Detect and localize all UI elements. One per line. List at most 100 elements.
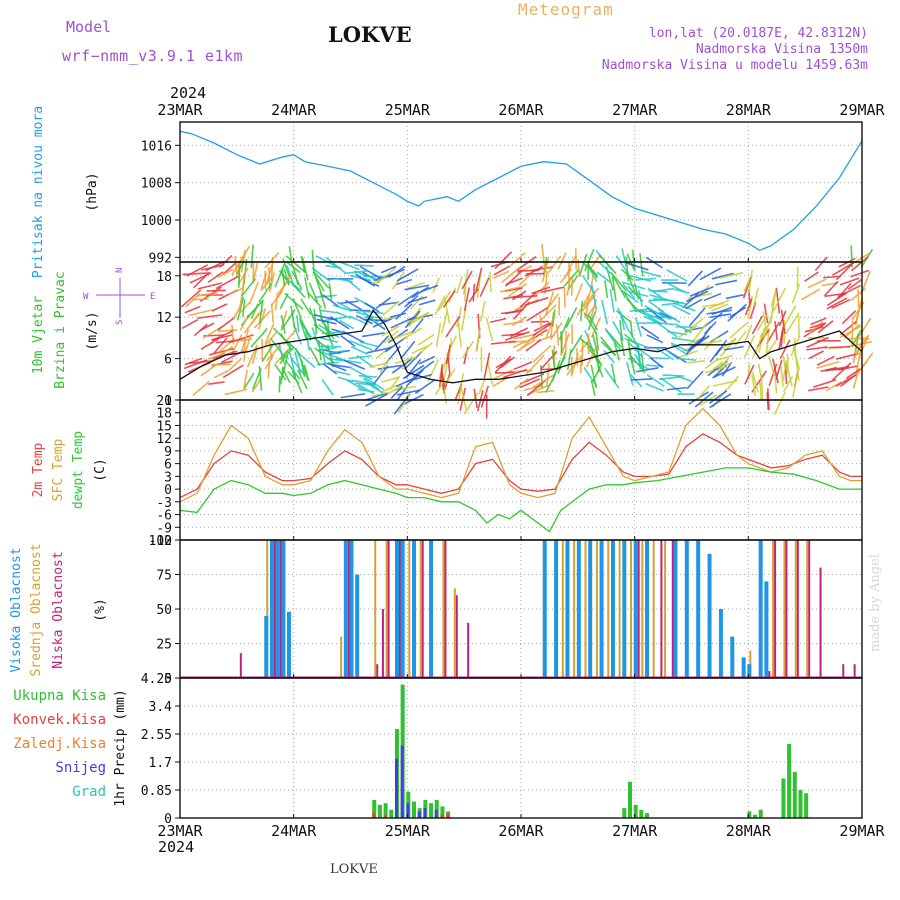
cloud-high-bar [412, 540, 417, 678]
wind-arrow [288, 246, 294, 267]
wind-arrow [581, 339, 584, 366]
wind-arrow [715, 279, 738, 286]
wind-arrow [493, 270, 510, 279]
wind-ylabel-1: 10m Vjetar [31, 296, 46, 374]
wind-arrow [814, 256, 828, 271]
temp2m-line [179, 433, 862, 499]
wind-arrow [539, 304, 557, 322]
wind-arrow [525, 272, 545, 275]
wind-arrow [261, 344, 274, 363]
precip-total-bar [787, 743, 792, 818]
wind-arrow [351, 379, 376, 386]
wind-arrow [831, 298, 851, 309]
wind-arrow [640, 270, 661, 278]
wind-arrow [406, 311, 430, 324]
wind-arrow [211, 303, 228, 312]
wind-arrow [857, 289, 860, 308]
wind-arrow [765, 328, 771, 354]
cloud-high-bar [707, 553, 712, 678]
precip-conv-bar [372, 813, 376, 818]
wind-arrow [396, 375, 418, 388]
wind-arrow [494, 251, 513, 270]
wind-arrow [639, 253, 644, 277]
cloud-high-bar [286, 611, 291, 678]
wind-arrow [402, 327, 422, 340]
wind-arrow [460, 386, 468, 411]
wind-arrow [570, 277, 574, 296]
wind-arrow [248, 281, 260, 305]
wind-arrow [598, 254, 617, 275]
cloud-mid-bar [340, 636, 343, 678]
wind-arrow [311, 267, 331, 283]
wind-arrow [533, 321, 552, 332]
wind-arrow [355, 273, 376, 287]
dewpoint-ylabel: dewpt Temp [71, 431, 86, 509]
y-tick-label: 3 [164, 470, 172, 485]
wind-arrow [374, 335, 390, 351]
panel-frame [179, 677, 863, 819]
wind-arrow [640, 352, 645, 374]
wind-arrow [708, 390, 728, 404]
date-label-top: 24MAR [271, 101, 317, 119]
wind-arrow [816, 360, 840, 369]
wind-arrow [407, 296, 428, 304]
wind-arrow [377, 364, 402, 370]
wind-arrow [604, 280, 609, 298]
y-tick-label: 18 [156, 270, 172, 285]
y-tick-label: 0.85 [141, 784, 172, 799]
wind-arrow [644, 305, 664, 317]
wind-arrow [759, 381, 762, 400]
wind-arrow [312, 271, 325, 292]
wind-arrow [325, 264, 342, 269]
wind-arrow [404, 284, 430, 291]
wind-arrow [628, 290, 649, 298]
wind-arrow [650, 356, 670, 360]
wind-arrow [303, 364, 310, 381]
model-altitude-label: Nadmorska Visina u modelu 1459.63m [601, 58, 868, 73]
cloud-high-bar [281, 540, 286, 678]
wind-arrow [544, 291, 555, 316]
cloud-low-bar [467, 622, 470, 678]
precip-conv-bar [440, 814, 444, 818]
wind-arrow [629, 320, 634, 337]
wind-arrow [447, 357, 451, 375]
wind-arrow [817, 320, 834, 334]
wind-arrow [228, 287, 244, 296]
wind-arrow [328, 283, 333, 301]
precip-conv-bar [446, 814, 450, 818]
cloud-mid-bar [652, 540, 655, 678]
wind-arrow [396, 389, 420, 396]
wind-arrow [546, 362, 550, 387]
wind-arrow [824, 280, 839, 297]
wind-arrow [354, 264, 374, 267]
wind-arrow [499, 356, 515, 369]
wind-arrow [320, 309, 339, 314]
cloud-high-bar [696, 540, 701, 678]
precip-snow-bar [434, 809, 438, 818]
wind-arrow [337, 376, 354, 383]
cloud-low-bar [376, 664, 379, 678]
wind-arrow [773, 391, 786, 416]
wind-arrow [531, 286, 551, 295]
wind-arrow [325, 256, 346, 274]
wind-arrow [344, 270, 369, 275]
wind-arrow [751, 315, 764, 335]
wind-arrow [494, 355, 512, 374]
wind-arrow [800, 288, 821, 301]
wind-arrow [695, 384, 711, 401]
cloud-high-bar [355, 574, 360, 678]
wind-arrow [357, 309, 384, 315]
year-top-label: 2024 [170, 84, 207, 102]
wind-arrow [660, 377, 682, 394]
wind-arrow [580, 300, 584, 322]
wind-arrow [782, 376, 794, 393]
cloud-low-bar [819, 567, 822, 678]
y-tick-label: 75 [156, 569, 172, 584]
wind-arrow [516, 255, 537, 271]
y-tick-label: 1.7 [149, 756, 172, 771]
cloud-high-bar [758, 540, 763, 678]
wind-arrow [215, 340, 234, 344]
wind-arrow [499, 286, 521, 293]
wind-arrow [250, 244, 254, 269]
wind-arrow [770, 289, 777, 307]
